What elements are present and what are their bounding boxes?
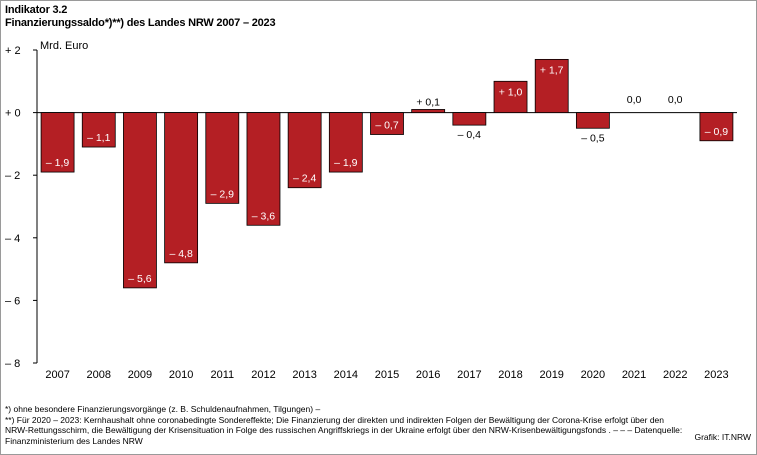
- bar: [493, 80, 528, 114]
- x-tick-label: 2020: [581, 369, 605, 381]
- data-label: – 4,8: [169, 248, 193, 260]
- footnote-3: NRW-Rettungsschirm, die Bewältigung der …: [5, 425, 683, 435]
- y-tick-label: + 2: [5, 45, 21, 57]
- graphic-credit: Grafik: IT.NRW: [694, 432, 751, 442]
- bar: [287, 112, 322, 189]
- data-label: – 0,9: [705, 126, 729, 138]
- bar: [40, 112, 75, 173]
- x-tick-label: 2011: [210, 369, 234, 381]
- bar: [328, 112, 363, 173]
- bar: [411, 109, 446, 114]
- x-tick-label: 2010: [169, 369, 193, 381]
- bar: [246, 112, 281, 226]
- y-tick-label: – 8: [5, 358, 20, 370]
- x-tick-label: 2009: [128, 369, 152, 381]
- bar: [205, 112, 240, 204]
- bar: [164, 112, 199, 264]
- y-tick-label: – 2: [5, 170, 20, 182]
- bar: [452, 112, 487, 126]
- chart-title: Finanzierungssaldo*)**) des Landes NRW 2…: [5, 17, 276, 29]
- x-tick-label: 2019: [539, 369, 563, 381]
- indicator-label: Indikator 3.2: [5, 4, 68, 16]
- data-label: + 0,1: [416, 96, 440, 108]
- data-label: – 0,5: [581, 132, 605, 144]
- x-tick-label: 2007: [45, 369, 69, 381]
- x-tick-label: 2012: [251, 369, 275, 381]
- bars-group: – 1,9 – 1,1 – 5,6 – 4,8 – 2,9 – 3,6 – 2,4 – 1,9…: [40, 58, 734, 289]
- x-tick-label: 2013: [292, 369, 316, 381]
- footnote-1: *) ohne besondere Finanzierungsvorgänge …: [5, 404, 321, 414]
- bar: [123, 112, 157, 289]
- data-label: + 1,7: [540, 64, 564, 76]
- data-label: 0,0: [627, 94, 642, 106]
- x-tick-label: 2017: [457, 369, 481, 381]
- x-tick-label: 2022: [663, 369, 687, 381]
- x-tick-label: 2023: [704, 369, 728, 381]
- data-label: – 2,9: [211, 188, 235, 200]
- bar: [370, 112, 404, 135]
- data-label: – 5,6: [128, 273, 152, 285]
- x-tick-label: 2016: [416, 369, 440, 381]
- bar: [575, 112, 610, 129]
- data-label: 0,0: [668, 94, 683, 106]
- y-axis-label: Mrd. Euro: [40, 40, 88, 52]
- bar: [81, 112, 116, 148]
- data-label: – 0,4: [458, 129, 482, 141]
- data-label: – 2,4: [293, 173, 317, 185]
- data-label: – 0,7: [375, 120, 399, 132]
- x-tick-label: 2014: [334, 369, 358, 381]
- footnote-4: Finanzministerium des Landes NRW: [5, 435, 143, 446]
- x-tick-label: 2018: [498, 369, 522, 381]
- bar: [534, 58, 569, 113]
- x-tick-label: 2008: [87, 369, 111, 381]
- footnotes: *) ohne besondere Finanzierungsvorgänge …: [5, 404, 753, 446]
- data-label: + 1,0: [499, 86, 523, 98]
- data-label: – 1,1: [87, 132, 111, 144]
- y-tick-label: – 6: [5, 295, 20, 307]
- x-axis: 2007 2008 2009 2010 2011 2012 2013 2014 2015 2016…: [45, 369, 728, 381]
- data-label: – 1,9: [46, 157, 70, 169]
- data-label: – 3,6: [252, 210, 276, 222]
- bar-chart: Mrd. Euro + 2+ 0– 2– 4– 6– 8 – 1,9– 1,1–…: [5, 40, 737, 381]
- x-tick-label: 2015: [375, 369, 399, 381]
- y-tick-label: + 0: [5, 108, 21, 120]
- bar: [699, 112, 734, 142]
- y-tick-label: – 4: [5, 233, 20, 245]
- data-label: – 1,9: [334, 157, 358, 169]
- footnote-2: **) Für 2020 – 2023: Kernhaushalt ohne c…: [5, 414, 665, 425]
- x-tick-label: 2021: [622, 369, 646, 381]
